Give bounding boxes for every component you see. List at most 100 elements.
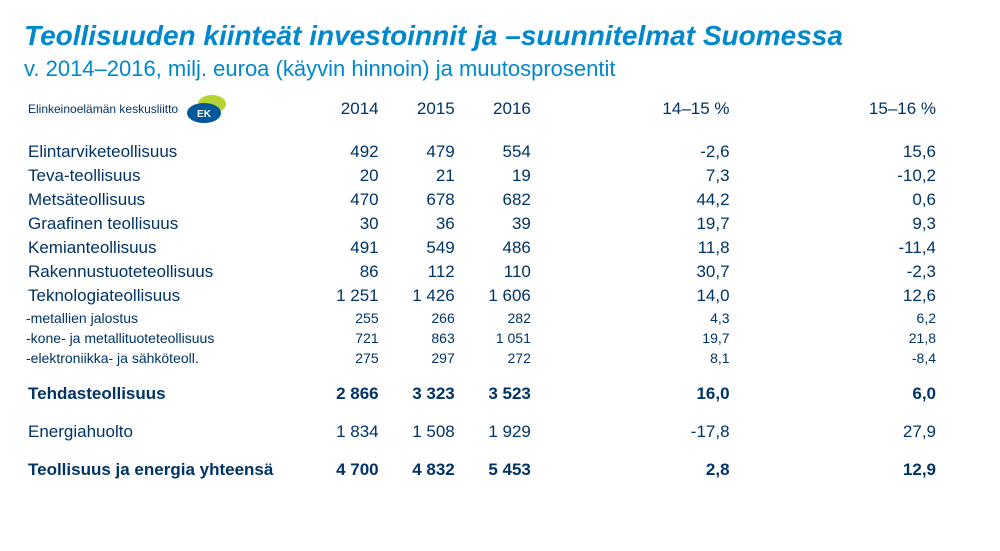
cell-2015: 1 508 bbox=[383, 420, 459, 444]
cell-2015: 21 bbox=[383, 164, 459, 188]
cell-pct2: 9,3 bbox=[770, 212, 976, 236]
cell-2016: 1 051 bbox=[459, 328, 535, 348]
cell-2015: 479 bbox=[383, 140, 459, 164]
cell-2014: 4 700 bbox=[307, 458, 383, 482]
cell-2015: 266 bbox=[383, 308, 459, 328]
data-table: Elinkeinoelämän keskusliitto EK 2014 201… bbox=[24, 92, 976, 482]
cell-2016: 282 bbox=[459, 308, 535, 328]
cell-2015: 4 832 bbox=[383, 458, 459, 482]
col-header-pct2: 15–16 % bbox=[770, 92, 976, 126]
table-row: Graafinen teollisuus30363919,79,3 bbox=[24, 212, 976, 236]
table-row: Energiahuolto1 8341 5081 929-17,827,9 bbox=[24, 420, 976, 444]
cell-pct2: 27,9 bbox=[770, 420, 976, 444]
cell-2015: 36 bbox=[383, 212, 459, 236]
org-logo: Elinkeinoelämän keskusliitto EK bbox=[28, 94, 303, 124]
row-label: Tehdasteollisuus bbox=[24, 382, 307, 406]
cell-2014: 1 834 bbox=[307, 420, 383, 444]
cell-2016: 272 bbox=[459, 348, 535, 368]
cell-2016: 5 453 bbox=[459, 458, 535, 482]
cell-pct2: -8,4 bbox=[770, 348, 976, 368]
cell-2014: 86 bbox=[307, 260, 383, 284]
cell-pct2: 12,9 bbox=[770, 458, 976, 482]
cell-2015: 549 bbox=[383, 236, 459, 260]
cell-pct2: 12,6 bbox=[770, 284, 976, 308]
cell-2016: 1 929 bbox=[459, 420, 535, 444]
cell-pct1: 4,3 bbox=[535, 308, 770, 328]
col-header-pct1: 14–15 % bbox=[535, 92, 770, 126]
table-row bbox=[24, 368, 976, 382]
table-row: Teollisuus ja energia yhteensä4 7004 832… bbox=[24, 458, 976, 482]
row-label: Teollisuus ja energia yhteensä bbox=[24, 458, 307, 482]
page-title: Teollisuuden kiinteät investoinnit ja –s… bbox=[24, 20, 976, 52]
cell-pct1: 19,7 bbox=[535, 328, 770, 348]
col-header-2014: 2014 bbox=[307, 92, 383, 126]
cell-pct2: 6,2 bbox=[770, 308, 976, 328]
col-header-2016: 2016 bbox=[459, 92, 535, 126]
cell-2014: 20 bbox=[307, 164, 383, 188]
cell-pct1: -17,8 bbox=[535, 420, 770, 444]
cell-pct1: 14,0 bbox=[535, 284, 770, 308]
cell-pct1: -2,6 bbox=[535, 140, 770, 164]
row-label: Teknologiateollisuus bbox=[24, 284, 307, 308]
cell-pct1: 44,2 bbox=[535, 188, 770, 212]
cell-pct1: 8,1 bbox=[535, 348, 770, 368]
cell-pct1: 19,7 bbox=[535, 212, 770, 236]
page-subtitle: v. 2014–2016, milj. euroa (käyvin hinnoi… bbox=[24, 56, 976, 82]
cell-2016: 554 bbox=[459, 140, 535, 164]
cell-pct2: 0,6 bbox=[770, 188, 976, 212]
cell-2016: 3 523 bbox=[459, 382, 535, 406]
cell-2015: 863 bbox=[383, 328, 459, 348]
cell-2015: 297 bbox=[383, 348, 459, 368]
cell-2014: 2 866 bbox=[307, 382, 383, 406]
cell-2015: 3 323 bbox=[383, 382, 459, 406]
col-header-2015: 2015 bbox=[383, 92, 459, 126]
table-row bbox=[24, 406, 976, 420]
row-label: Elintarviketeollisuus bbox=[24, 140, 307, 164]
row-label: -elektroniikka- ja sähköteoll. bbox=[24, 348, 307, 368]
cell-2014: 275 bbox=[307, 348, 383, 368]
cell-2016: 682 bbox=[459, 188, 535, 212]
table-row: Tehdasteollisuus2 8663 3233 52316,06,0 bbox=[24, 382, 976, 406]
ek-logo-icon: EK bbox=[184, 94, 228, 124]
row-label: Energiahuolto bbox=[24, 420, 307, 444]
cell-pct1: 2,8 bbox=[535, 458, 770, 482]
cell-2014: 1 251 bbox=[307, 284, 383, 308]
cell-pct2: 6,0 bbox=[770, 382, 976, 406]
cell-2014: 491 bbox=[307, 236, 383, 260]
cell-pct2: 15,6 bbox=[770, 140, 976, 164]
row-label: Metsäteollisuus bbox=[24, 188, 307, 212]
cell-pct1: 16,0 bbox=[535, 382, 770, 406]
cell-2016: 110 bbox=[459, 260, 535, 284]
cell-2014: 721 bbox=[307, 328, 383, 348]
cell-pct2: -11,4 bbox=[770, 236, 976, 260]
cell-pct1: 30,7 bbox=[535, 260, 770, 284]
row-label: Graafinen teollisuus bbox=[24, 212, 307, 236]
org-logo-text: Elinkeinoelämän keskusliitto bbox=[28, 102, 178, 116]
cell-pct1: 11,8 bbox=[535, 236, 770, 260]
cell-2016: 39 bbox=[459, 212, 535, 236]
cell-pct2: -10,2 bbox=[770, 164, 976, 188]
table-row: Teva-teollisuus2021197,3-10,2 bbox=[24, 164, 976, 188]
cell-2016: 486 bbox=[459, 236, 535, 260]
cell-2015: 678 bbox=[383, 188, 459, 212]
table-row: Elintarviketeollisuus492479554-2,615,6 bbox=[24, 140, 976, 164]
row-label: -kone- ja metallituoteteollisuus bbox=[24, 328, 307, 348]
svg-text:EK: EK bbox=[197, 109, 212, 120]
cell-2015: 112 bbox=[383, 260, 459, 284]
table-row: -metallien jalostus2552662824,36,2 bbox=[24, 308, 976, 328]
cell-2014: 255 bbox=[307, 308, 383, 328]
table-row: Rakennustuoteteollisuus8611211030,7-2,3 bbox=[24, 260, 976, 284]
cell-2014: 470 bbox=[307, 188, 383, 212]
table-row: Metsäteollisuus47067868244,20,6 bbox=[24, 188, 976, 212]
row-label: -metallien jalostus bbox=[24, 308, 307, 328]
cell-2015: 1 426 bbox=[383, 284, 459, 308]
table-row: -kone- ja metallituoteteollisuus7218631 … bbox=[24, 328, 976, 348]
cell-2014: 492 bbox=[307, 140, 383, 164]
table-row: -elektroniikka- ja sähköteoll.2752972728… bbox=[24, 348, 976, 368]
table-row: Kemianteollisuus49154948611,8-11,4 bbox=[24, 236, 976, 260]
cell-pct2: -2,3 bbox=[770, 260, 976, 284]
table-header-row: Elinkeinoelämän keskusliitto EK 2014 201… bbox=[24, 92, 976, 126]
row-label: Kemianteollisuus bbox=[24, 236, 307, 260]
row-label: Teva-teollisuus bbox=[24, 164, 307, 188]
row-label: Rakennustuoteteollisuus bbox=[24, 260, 307, 284]
